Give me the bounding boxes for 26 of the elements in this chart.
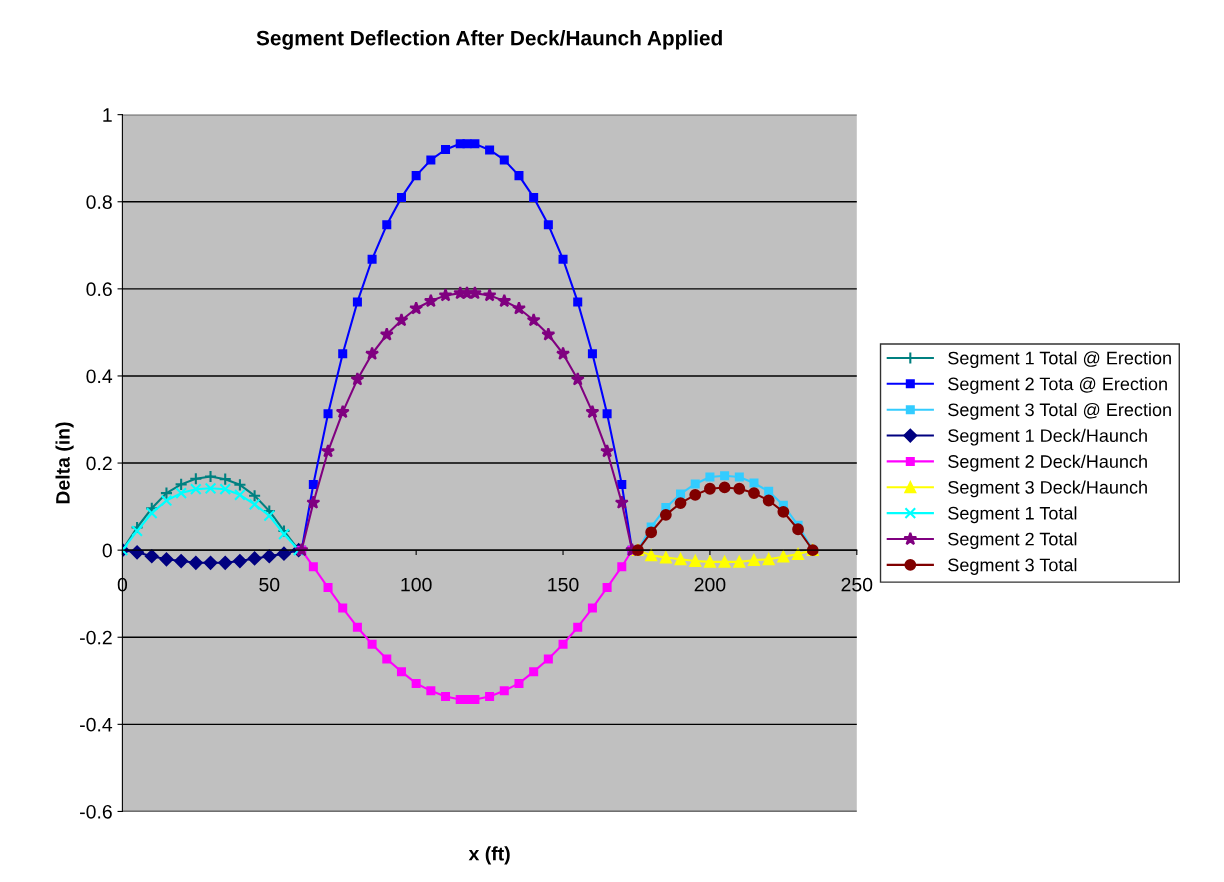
legend-label: Segment 2 Total <box>948 532 1077 550</box>
x-tick-label: 250 <box>841 577 873 592</box>
y-axis-title: Delta (in) <box>55 422 74 504</box>
x-tick-label: 150 <box>548 577 579 592</box>
x-axis-title: x (ft) <box>468 846 510 865</box>
x-tick-label: 200 <box>694 577 726 592</box>
y-tick-label: 0.6 <box>86 282 112 297</box>
y-tick-label: 1 <box>103 108 112 122</box>
y-tick-label: 0.8 <box>86 195 112 209</box>
legend-label: Segment 1 Total <box>948 506 1077 524</box>
y-tick-label: 0 <box>102 543 112 558</box>
legend-label: Segment 3 Deck/Haunch <box>948 480 1147 498</box>
legend-label: Segment 3 Total @ Erection <box>948 402 1171 420</box>
x-tick-label: 100 <box>401 577 432 592</box>
legend-label: Segment 1 Total @ Erection <box>948 351 1171 369</box>
legend-label: Segment 2 Tota @ Erection <box>948 377 1167 394</box>
legend-label: Segment 1 Deck/Haunch <box>948 428 1147 446</box>
y-tick-label: -0.4 <box>80 717 113 732</box>
y-tick-label: 0.2 <box>86 456 112 471</box>
y-tick-label: -0.6 <box>80 804 112 819</box>
legend-label: Segment 3 Total <box>948 558 1077 575</box>
x-tick-label: 50 <box>259 577 280 592</box>
y-tick-label: -0.2 <box>80 630 112 645</box>
legend-label: Segment 2 Deck/Haunch <box>948 454 1147 472</box>
chart-title: Segment Deflection After Deck/Haunch Applied <box>256 30 722 50</box>
y-tick-label: 0.4 <box>86 369 113 384</box>
